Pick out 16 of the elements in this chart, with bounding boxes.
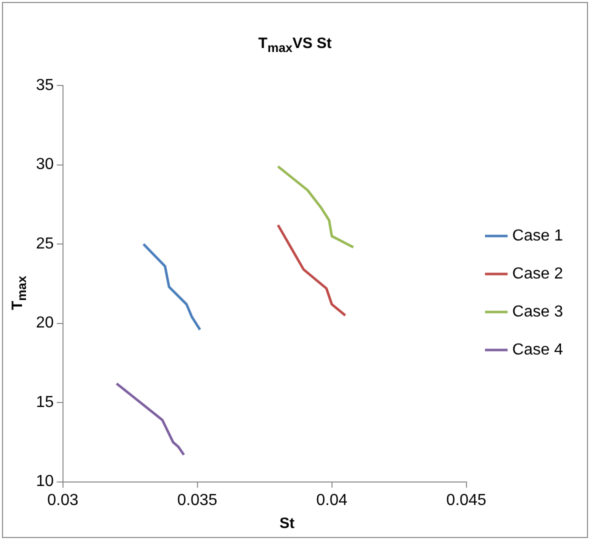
- legend-label: Case 1: [512, 227, 564, 244]
- legend-label: Case 4: [512, 341, 564, 358]
- y-tick-label: 25: [36, 235, 54, 252]
- y-tick-label: 20: [36, 314, 54, 332]
- x-tick-label: 0.045: [446, 492, 486, 509]
- y-tick-label: 30: [36, 156, 54, 174]
- x-axis-title: St: [278, 515, 296, 532]
- x-tick-label: 0.035: [177, 492, 218, 509]
- x-tick-label: 0.04: [316, 492, 348, 509]
- legend-label: Case 2: [512, 265, 564, 282]
- y-tick-label: 15: [36, 394, 54, 411]
- legend-label: Case 3: [512, 303, 564, 320]
- y-tick-label: 10: [36, 473, 54, 490]
- y-tick-label: 35: [36, 77, 54, 94]
- x-tick-label: 0.03: [47, 492, 78, 509]
- chart-title: T$_{max}$VS St: [257, 35, 333, 55]
